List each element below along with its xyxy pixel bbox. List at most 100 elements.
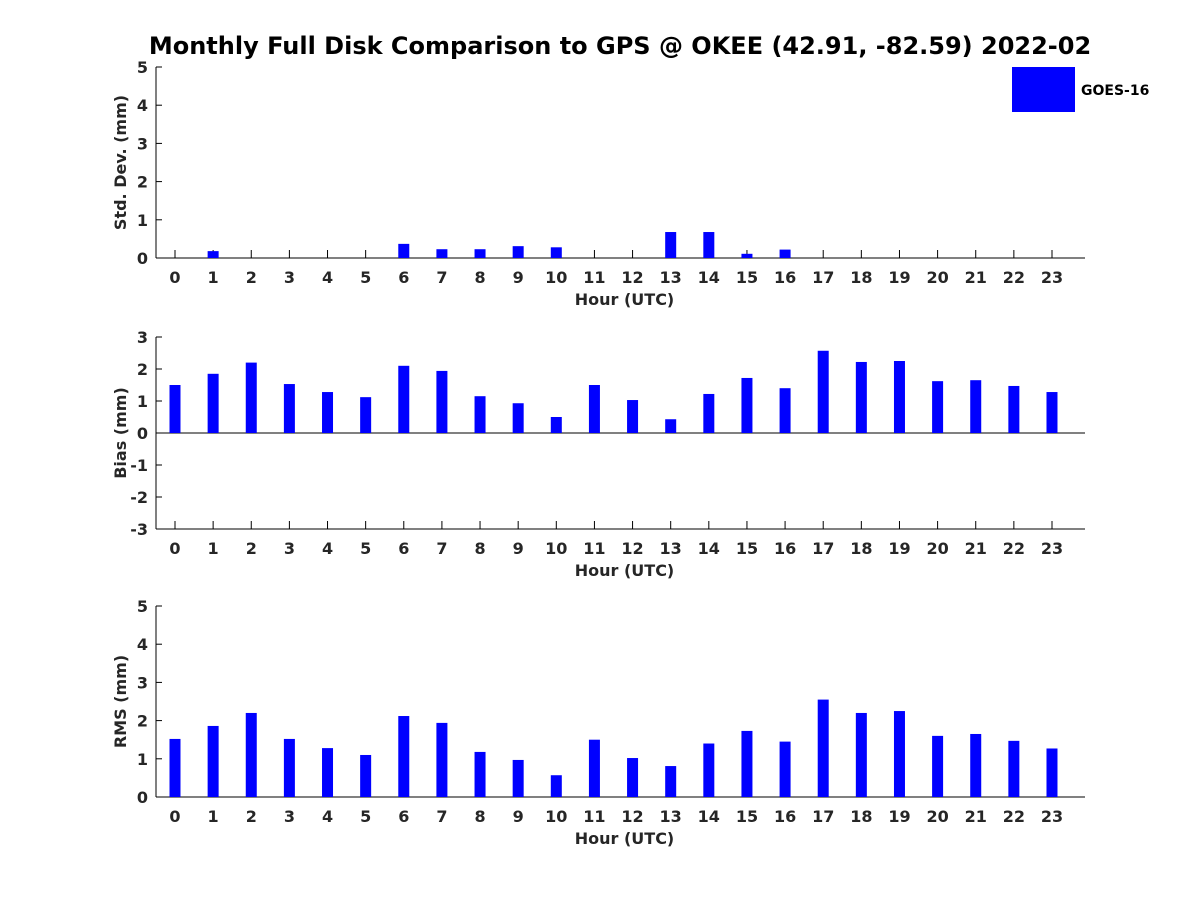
x-axis-label: Hour (UTC) — [575, 561, 675, 580]
x-tick-label: 6 — [398, 539, 409, 558]
bar — [627, 758, 639, 797]
x-tick-label: 2 — [246, 268, 257, 287]
x-tick-label: 13 — [660, 539, 682, 558]
y-tick-label: 1 — [137, 211, 148, 230]
y-tick-label: 5 — [137, 58, 148, 77]
y-tick-label: 2 — [137, 712, 148, 731]
bar — [550, 417, 562, 433]
x-tick-label: 9 — [513, 807, 524, 826]
x-tick-label: 8 — [474, 539, 485, 558]
bar — [245, 362, 257, 433]
bar — [1046, 392, 1058, 433]
bar — [550, 247, 562, 258]
bar — [436, 722, 448, 797]
x-tick-label: 16 — [774, 807, 796, 826]
x-tick-label: 8 — [474, 807, 485, 826]
x-tick-label: 17 — [812, 807, 834, 826]
y-tick-label: 5 — [137, 597, 148, 616]
bar — [665, 232, 677, 258]
x-tick-label: 22 — [1003, 807, 1025, 826]
y-tick-label: 3 — [137, 673, 148, 692]
x-tick-label: 16 — [774, 268, 796, 287]
y-axis-label: RMS (mm) — [111, 655, 130, 748]
bar — [741, 377, 753, 433]
bar — [588, 739, 600, 797]
y-tick-label: -2 — [130, 488, 148, 507]
bar — [817, 699, 829, 797]
bar — [207, 725, 219, 797]
x-tick-label: 2 — [246, 807, 257, 826]
x-tick-label: 4 — [322, 268, 333, 287]
x-tick-label: 12 — [621, 539, 643, 558]
x-tick-label: 22 — [1003, 539, 1025, 558]
x-tick-label: 19 — [888, 268, 910, 287]
x-tick-label: 15 — [736, 268, 758, 287]
x-tick-label: 15 — [736, 539, 758, 558]
y-tick-label: -3 — [130, 520, 148, 539]
x-tick-label: 13 — [660, 807, 682, 826]
x-tick-label: 17 — [812, 268, 834, 287]
y-tick-label: 1 — [137, 750, 148, 769]
x-tick-label: 12 — [621, 807, 643, 826]
bar — [360, 754, 372, 797]
x-tick-label: 0 — [169, 539, 180, 558]
y-tick-label: 4 — [137, 635, 148, 654]
y-tick-label: 0 — [137, 249, 148, 268]
bar — [627, 400, 639, 433]
x-axis-label: Hour (UTC) — [575, 290, 675, 309]
bar — [817, 350, 829, 433]
bar — [474, 751, 486, 797]
x-tick-label: 16 — [774, 539, 796, 558]
bar — [398, 365, 410, 433]
legend-swatch — [1012, 67, 1075, 112]
bar — [512, 403, 524, 433]
bar — [893, 361, 905, 433]
x-tick-label: 13 — [660, 268, 682, 287]
x-tick-label: 5 — [360, 268, 371, 287]
y-tick-label: 4 — [137, 96, 148, 115]
x-tick-label: 0 — [169, 807, 180, 826]
bar — [703, 232, 715, 258]
x-tick-label: 11 — [583, 807, 605, 826]
x-tick-label: 18 — [850, 268, 872, 287]
y-axis-label: Bias (mm) — [111, 387, 130, 479]
bar — [474, 396, 486, 433]
x-tick-label: 7 — [436, 539, 447, 558]
x-tick-label: 9 — [513, 268, 524, 287]
x-tick-label: 18 — [850, 807, 872, 826]
y-axis-label: Std. Dev. (mm) — [111, 95, 130, 230]
bar — [512, 759, 524, 797]
y-tick-label: 0 — [137, 424, 148, 443]
chart-title: Monthly Full Disk Comparison to GPS @ OK… — [149, 32, 1091, 60]
bar — [1046, 748, 1058, 797]
bar — [436, 370, 448, 433]
x-tick-label: 7 — [436, 807, 447, 826]
bar — [169, 385, 181, 433]
x-tick-label: 3 — [284, 807, 295, 826]
bar — [779, 388, 791, 433]
bar — [703, 393, 715, 433]
bar — [588, 385, 600, 433]
x-tick-label: 20 — [926, 268, 948, 287]
x-tick-label: 11 — [583, 539, 605, 558]
bar — [398, 716, 410, 797]
bar — [970, 733, 982, 797]
bar — [360, 397, 372, 433]
bar — [855, 361, 867, 433]
x-tick-label: 4 — [322, 807, 333, 826]
x-tick-label: 22 — [1003, 268, 1025, 287]
bar — [932, 735, 944, 797]
x-tick-label: 1 — [208, 268, 219, 287]
x-tick-label: 23 — [1041, 268, 1063, 287]
x-tick-label: 20 — [926, 807, 948, 826]
bar — [855, 712, 867, 797]
x-tick-label: 5 — [360, 539, 371, 558]
y-tick-label: -1 — [130, 456, 148, 475]
x-tick-label: 23 — [1041, 539, 1063, 558]
x-tick-label: 18 — [850, 539, 872, 558]
x-tick-label: 3 — [284, 268, 295, 287]
bar — [207, 251, 219, 258]
